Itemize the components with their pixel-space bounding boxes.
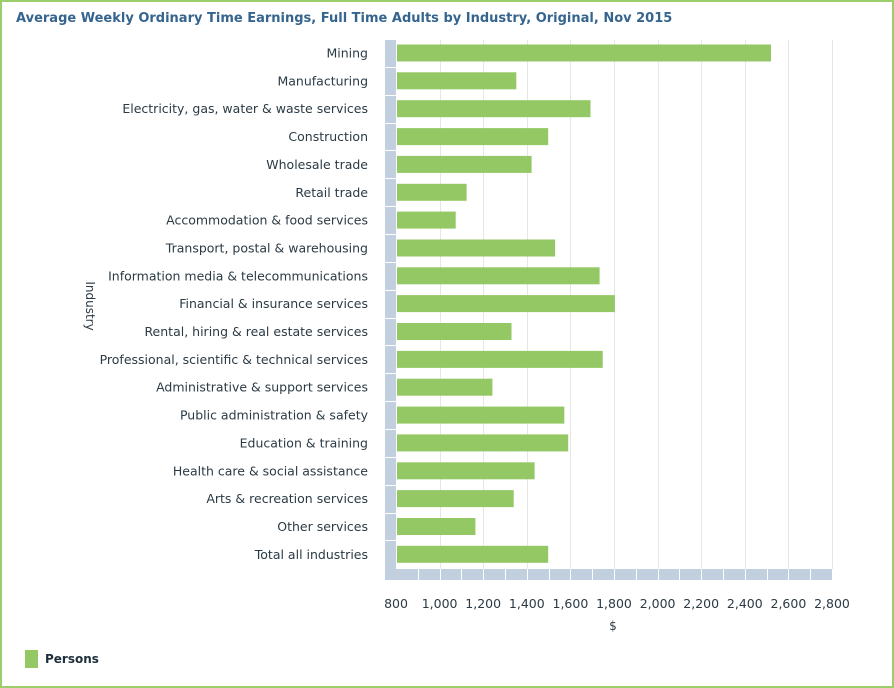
bar bbox=[397, 295, 615, 313]
y-axis-label: Industry bbox=[83, 281, 97, 330]
x-tick-label: 1,400 bbox=[509, 596, 545, 611]
bar bbox=[397, 44, 771, 62]
category-label: Public administration & safety bbox=[180, 408, 369, 423]
x-axis-band bbox=[385, 569, 832, 580]
x-tick-labels: 800 1,000 1,200 1,400 1,600 1,800 2,000 2,200 2,… bbox=[384, 596, 850, 611]
bar bbox=[397, 128, 549, 146]
bar bbox=[397, 211, 456, 229]
x-tick-label: 1,800 bbox=[596, 596, 632, 611]
category-label: Wholesale trade bbox=[266, 157, 368, 172]
category-label: Education & training bbox=[240, 435, 368, 450]
legend-label-persons: Persons bbox=[45, 652, 99, 666]
x-tick-label: 2,000 bbox=[640, 596, 676, 611]
x-axis-label: $ bbox=[609, 619, 617, 633]
category-labels: Mining Manufacturing Electricity, gas, wat… bbox=[100, 46, 369, 562]
category-label: Accommodation & food services bbox=[166, 213, 368, 228]
x-tick-label: 800 bbox=[384, 596, 408, 611]
category-label: Information media & telecommunications bbox=[108, 268, 368, 283]
bar bbox=[397, 462, 535, 480]
x-tick-label: 2,400 bbox=[727, 596, 763, 611]
category-label: Mining bbox=[326, 46, 368, 61]
category-label: Health care & social assistance bbox=[173, 463, 368, 478]
y-axis-band bbox=[385, 40, 396, 580]
bar bbox=[397, 183, 467, 201]
bar bbox=[397, 350, 603, 368]
x-tick-label: 2,200 bbox=[683, 596, 719, 611]
legend: Persons bbox=[25, 650, 99, 668]
category-label: Financial & insurance services bbox=[179, 296, 368, 311]
bar bbox=[397, 100, 591, 118]
category-label: Administrative & support services bbox=[156, 380, 368, 395]
category-label: Construction bbox=[288, 129, 368, 144]
category-label: Professional, scientific & technical ser… bbox=[100, 352, 368, 367]
axis-bands bbox=[385, 40, 833, 580]
category-label: Arts & recreation services bbox=[206, 491, 368, 506]
category-label: Other services bbox=[277, 519, 368, 534]
category-label: Retail trade bbox=[295, 185, 368, 200]
bar bbox=[397, 72, 517, 90]
bar bbox=[397, 323, 512, 340]
bar bbox=[397, 155, 532, 173]
bar bbox=[397, 490, 514, 508]
x-tick-label: 2,600 bbox=[771, 596, 807, 611]
bar bbox=[397, 545, 549, 563]
category-label: Transport, postal & warehousing bbox=[165, 241, 368, 256]
x-tick-label: 1,600 bbox=[553, 596, 589, 611]
bar bbox=[397, 406, 565, 424]
bars bbox=[397, 44, 771, 563]
bar bbox=[397, 378, 493, 396]
x-tick-label: 2,800 bbox=[814, 596, 850, 611]
bar bbox=[397, 434, 569, 452]
category-label: Total all industries bbox=[254, 547, 368, 562]
legend-swatch-persons bbox=[25, 650, 38, 668]
category-label: Rental, hiring & real estate services bbox=[144, 324, 368, 339]
bar bbox=[397, 267, 600, 285]
x-tick-label: 1,200 bbox=[465, 596, 501, 611]
category-label: Manufacturing bbox=[277, 73, 368, 88]
bar bbox=[397, 239, 556, 257]
x-tick-label: 1,000 bbox=[422, 596, 458, 611]
category-label: Electricity, gas, water & waste services bbox=[122, 101, 368, 116]
bar bbox=[397, 518, 476, 535]
chart-title: Average Weekly Ordinary Time Earnings, F… bbox=[16, 11, 673, 26]
